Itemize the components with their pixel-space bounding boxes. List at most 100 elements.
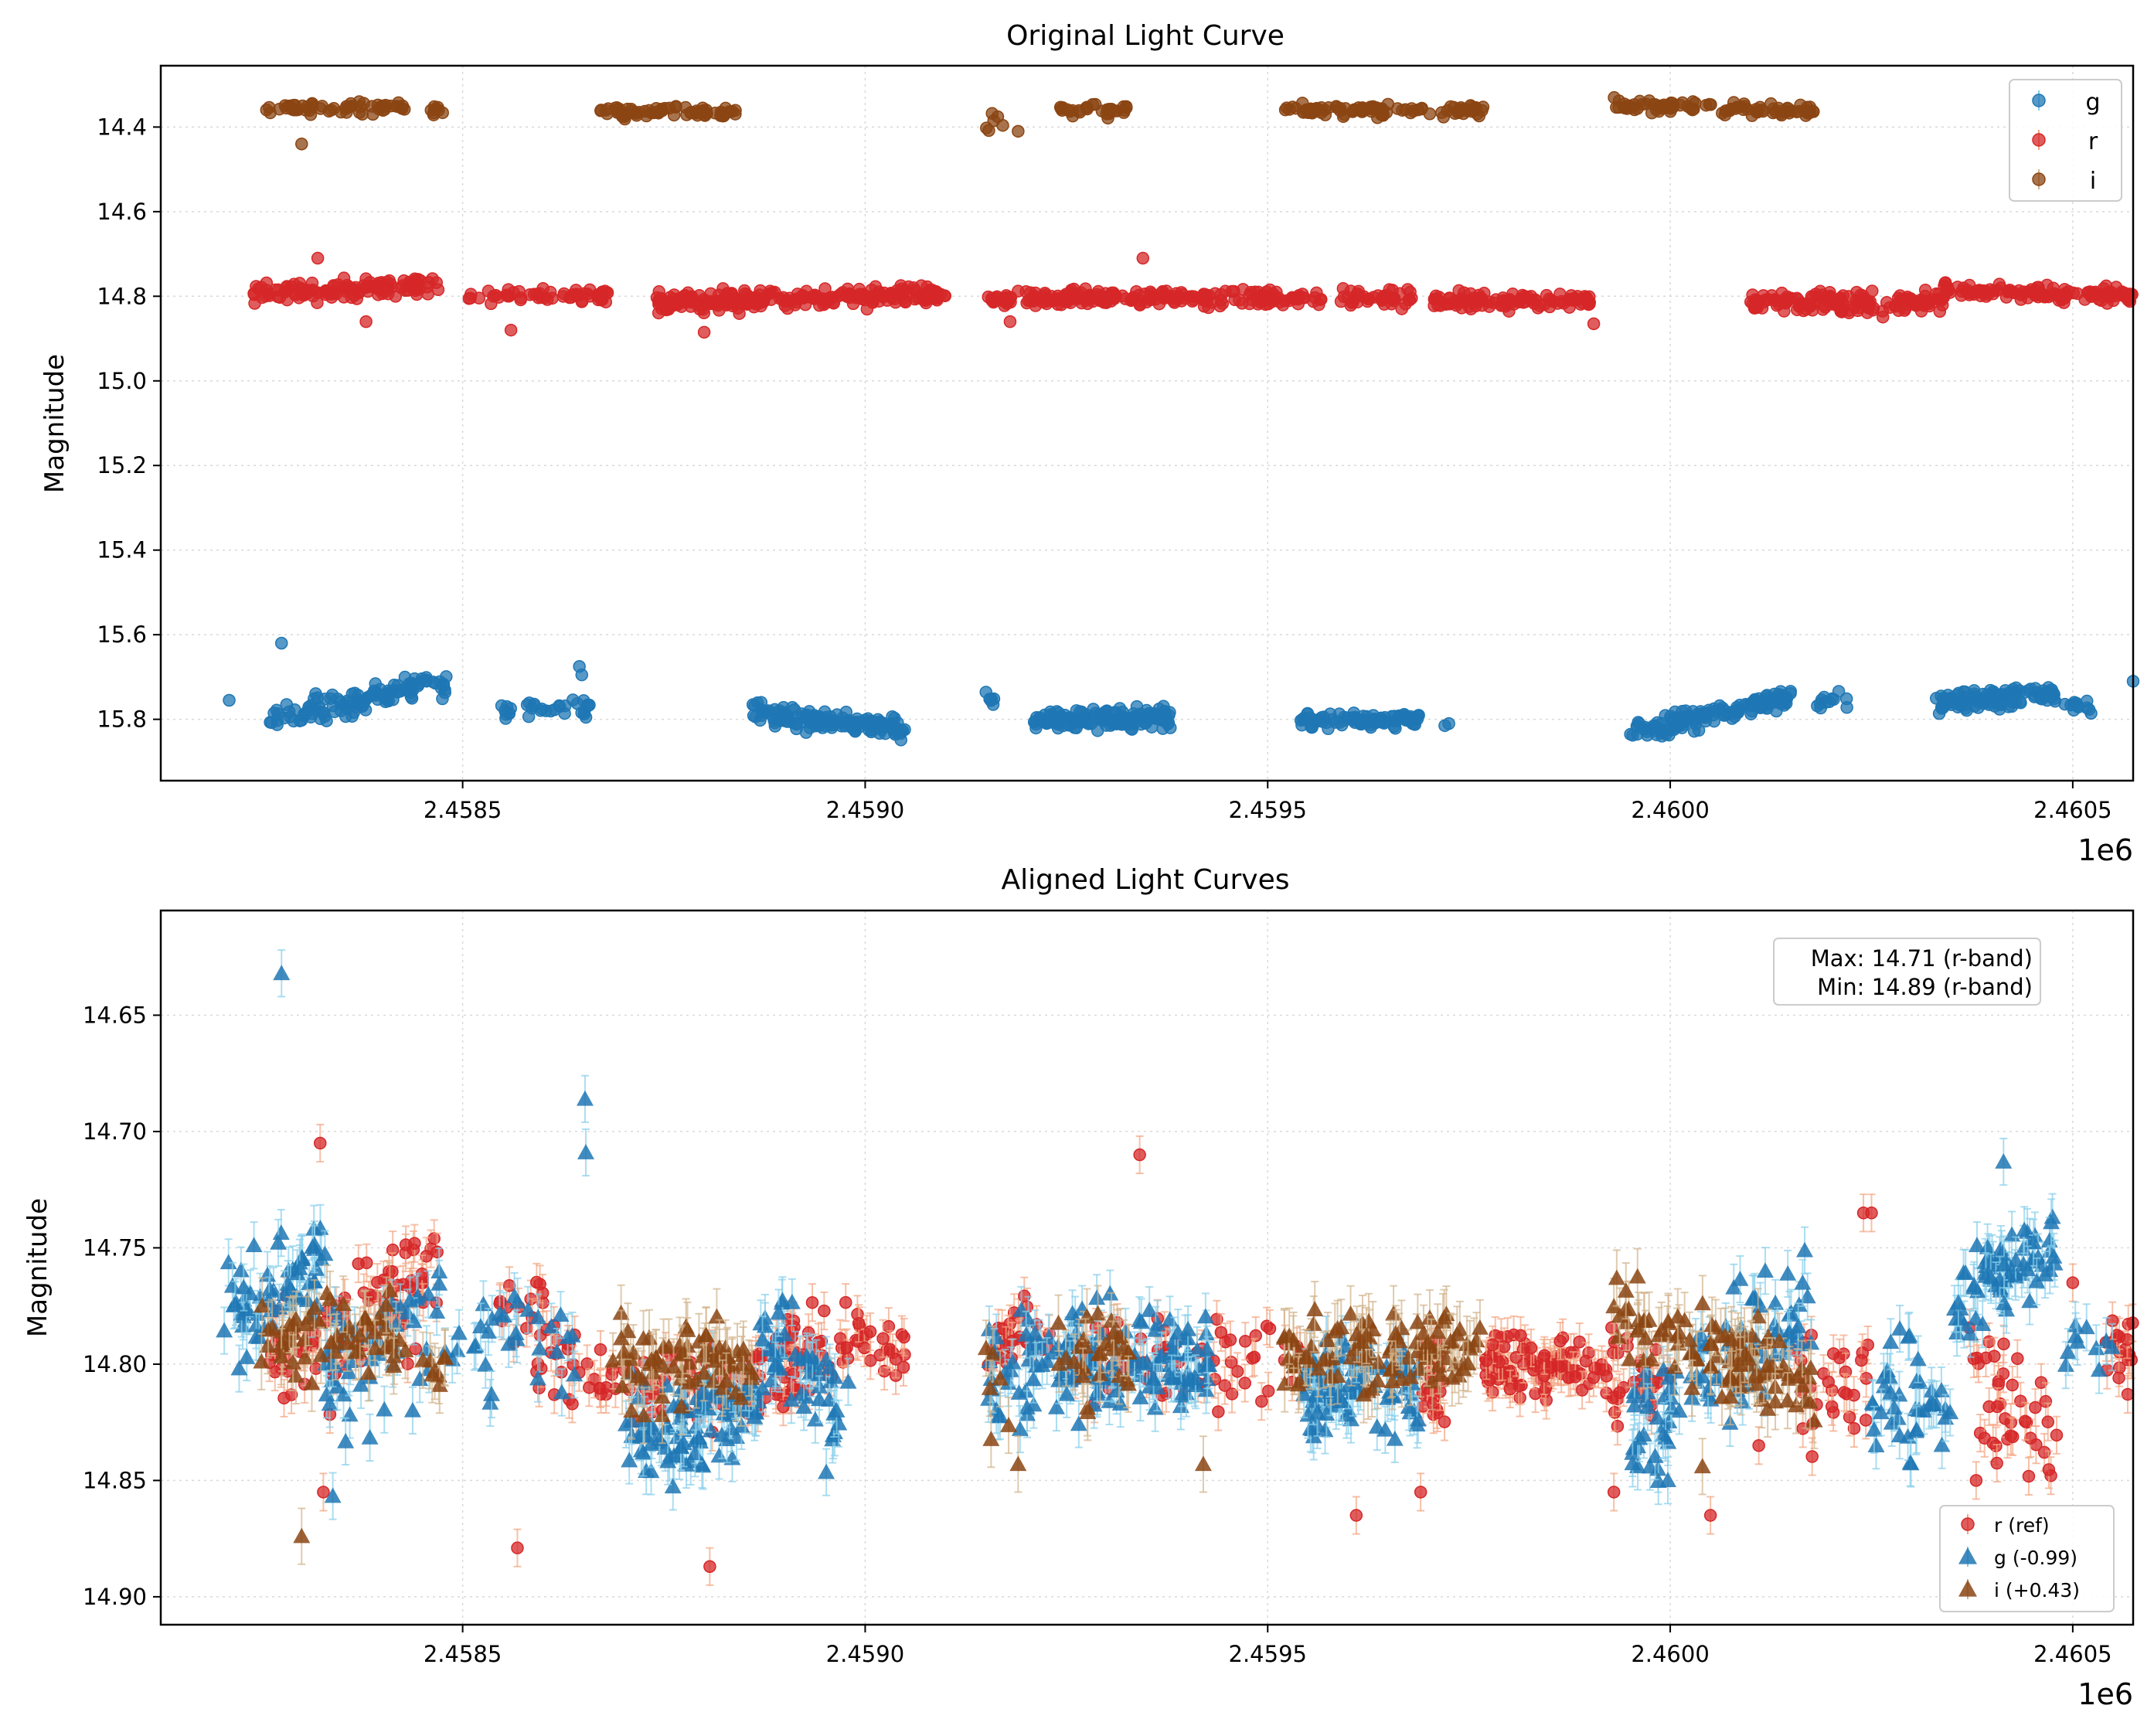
data-point-g [1039,714,1052,728]
data-point-r [421,288,434,301]
data-point-g [1778,696,1792,710]
data-point-r [2013,284,2026,298]
data-point-r [852,1317,866,1330]
data-point-r [1883,301,1897,315]
data-point-g [438,683,451,696]
data-point-r [2024,1431,2037,1445]
data-point-g [1955,699,1968,713]
data-point-g [1163,721,1177,734]
data-point-r [1579,1354,1593,1368]
data-point-r [1414,1486,1427,1499]
data-point-r [566,1397,579,1411]
data-point-r [1357,290,1371,304]
data-point-g [495,699,509,713]
y-axis-label: Magnitude [39,354,70,493]
data-point-g [303,702,316,716]
data-point-i [714,105,728,119]
data-point-r [686,294,700,308]
data-point-g [345,710,359,723]
data-point-i [1766,106,1780,120]
data-point-r [2029,1401,2042,1414]
y-tick-label: 15.6 [97,621,147,648]
data-point-r [407,279,420,293]
data-point-g [522,710,536,723]
data-point-r [1403,293,1417,307]
data-point-r [583,1380,596,1394]
data-point-g [553,700,567,713]
data-point-r [897,1330,910,1344]
data-point-g [223,693,236,707]
data-point-r [919,296,933,310]
data-point-g [539,704,553,717]
data-point-g [748,699,761,712]
data-point-r [366,280,379,294]
data-point-r [430,276,444,289]
data-point-r [2006,1430,2020,1444]
data-point-r [1805,1450,1819,1463]
data-point-i [1012,124,1025,138]
data-point-g [2014,696,2027,710]
data-point-i [1755,104,1769,117]
data-point-r [1247,1350,1261,1364]
data-point-r [427,1232,441,1245]
data-point-r [311,251,325,265]
data-point-g [799,726,813,739]
data-point-r [1825,1400,1839,1413]
data-point-i [1319,108,1332,121]
data-point-r [703,1560,716,1574]
data-point-g [391,686,404,699]
data-point-r [840,1341,853,1354]
data-point-r [1238,1377,1251,1390]
data-point-i [594,104,607,117]
data-point-g [1080,708,1094,722]
data-point-r [1507,298,1520,311]
data-point-r [1859,1414,1873,1427]
data-point-g [577,694,590,707]
data-point-r [313,1136,327,1150]
data-point-r [288,277,301,291]
data-point-r [1261,1384,1275,1397]
data-point-g [440,670,453,683]
data-point-r [907,281,920,294]
x-tick-label: 2.4605 [2033,797,2111,823]
data-point-i [1053,100,1067,114]
data-point-i [651,105,664,119]
data-point-i [295,138,308,151]
data-point-i [1723,104,1737,117]
data-point-r [1175,294,1189,308]
data-point-r [697,325,711,339]
data-point-r [697,306,711,320]
data-point-g [987,692,1001,706]
data-point-r [805,1295,819,1309]
data-point-r [1196,291,1210,305]
data-point-r [754,299,767,313]
data-point-g [2064,698,2077,712]
data-point-i [1357,104,1370,117]
data-point-r [1480,1354,1493,1367]
data-point-i [726,104,739,118]
data-point-i [1737,97,1751,111]
data-point-r [1972,284,1986,297]
data-point-r [1037,290,1051,303]
data-point-i [638,104,652,118]
data-point-g [1316,715,1329,728]
data-point-g [1964,692,1978,706]
data-point-r [894,279,907,292]
data-point-r [1757,295,1771,309]
data-point-r [2050,1428,2064,1442]
data-point-r [1278,294,1291,308]
data-point-r [2101,297,2114,310]
data-point-r [1516,1343,1530,1356]
data-point-r [386,1265,399,1278]
data-point-i [273,102,286,116]
data-point-g [403,684,416,697]
x-tick-label: 2.4600 [1631,797,1709,823]
x-tick-label: 2.4590 [826,797,904,823]
data-point-g [1631,727,1644,741]
data-point-r [764,293,778,306]
data-point-r [273,291,287,304]
data-point-g [767,711,781,724]
data-point-r [1270,285,1283,299]
data-point-g [1840,701,1853,714]
